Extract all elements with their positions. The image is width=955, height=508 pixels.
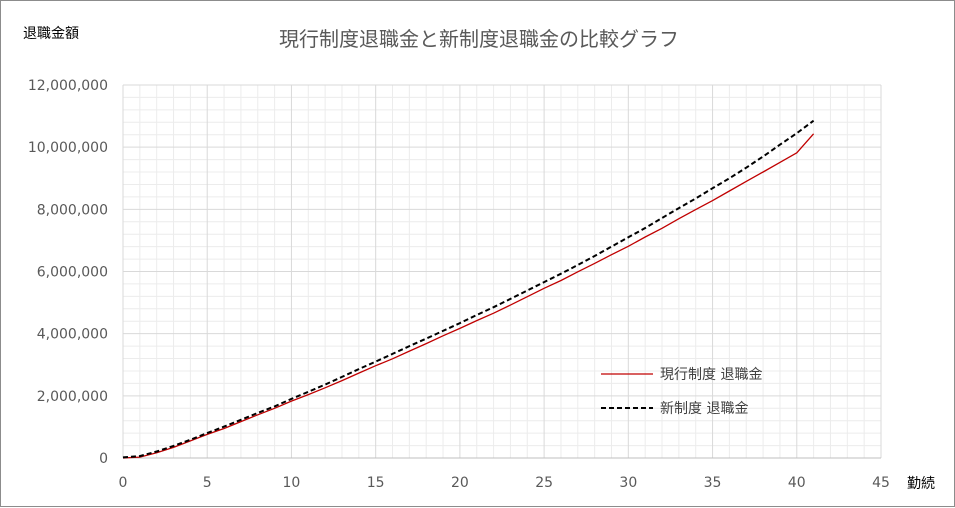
x-tick-label: 35 (704, 475, 722, 491)
y-tick-label: 12,000,000 (28, 78, 108, 94)
major-gridlines (123, 84, 882, 458)
x-tick-label: 5 (203, 475, 212, 491)
x-tick-label: 20 (451, 475, 469, 491)
y-tick-label: 8,000,000 (37, 202, 108, 218)
y-tick-label: 6,000,000 (37, 265, 108, 281)
x-tick-label: 25 (535, 475, 553, 491)
y-tick-label: 10,000,000 (28, 140, 108, 156)
axes (122, 85, 881, 459)
legend: 現行制度 退職金 新制度 退職金 (601, 367, 762, 417)
y-tick-label: 2,000,000 (37, 389, 108, 405)
legend-label-current: 現行制度 退職金 (660, 367, 762, 383)
x-tick-label: 30 (619, 475, 637, 491)
chart-title: 現行制度退職金と新制度退職金の比較グラフ (279, 27, 679, 51)
y-axis-label: 退職金額 (23, 26, 79, 42)
tick-labels: 0 5 10 15 20 25 30 35 40 45 0 2,000,000 4,000,000 6,0… (28, 78, 890, 491)
x-tick-label: 0 (119, 475, 128, 491)
x-axis-label: 勤続 (907, 475, 935, 492)
series-line-current-system (122, 133, 815, 459)
series-lines (122, 119, 815, 459)
series-line-new-system (122, 119, 815, 459)
y-tick-label: 4,000,000 (37, 327, 108, 343)
legend-label-new: 新制度 退職金 (660, 401, 748, 417)
x-tick-label: 15 (367, 475, 385, 491)
y-tick-label: 0 (99, 451, 108, 467)
x-tick-label: 45 (872, 475, 890, 491)
x-tick-label: 40 (788, 475, 806, 491)
x-tick-label: 10 (283, 475, 301, 491)
